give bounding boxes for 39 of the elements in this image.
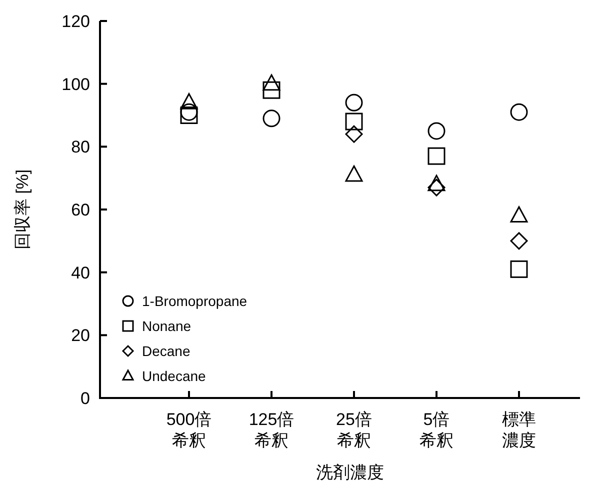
point xyxy=(345,94,363,112)
x-tick-label: 標準濃度 xyxy=(502,410,536,450)
y-tick-label: 80 xyxy=(71,138,90,157)
point xyxy=(428,174,446,192)
x-tick-label: 25倍希釈 xyxy=(336,410,372,450)
point xyxy=(262,110,280,128)
point xyxy=(510,103,528,121)
y-tick-label: 20 xyxy=(71,326,90,346)
x-axis-title: 洗剤濃度 xyxy=(316,463,384,482)
y-axis-title: 回収率 [%] xyxy=(13,169,32,250)
y-tick-label: 40 xyxy=(71,263,90,282)
point xyxy=(180,103,198,121)
point xyxy=(428,122,446,140)
y-tick-label: 120 xyxy=(62,12,90,31)
y-tick-label: 60 xyxy=(71,200,90,220)
x-tick-label: 5倍希釈 xyxy=(420,410,454,450)
x-tick-label: 125倍希釈 xyxy=(248,410,294,450)
legend-label: Decane xyxy=(142,343,190,359)
legend-label: Undecane xyxy=(142,368,206,384)
legend-label: Nonane xyxy=(142,318,192,334)
point xyxy=(180,93,198,110)
point xyxy=(180,106,198,124)
point xyxy=(510,232,528,250)
legend-item: Undecane xyxy=(122,368,206,384)
x-tick-label: 500倍希釈 xyxy=(166,410,212,450)
legend-item: Decane xyxy=(122,343,190,359)
point xyxy=(428,147,446,165)
legend-item: 1-Bromopropane xyxy=(122,293,248,309)
point xyxy=(262,74,280,91)
y-tick-label: 100 xyxy=(62,74,90,94)
point xyxy=(510,260,528,278)
y-tick-label: 0 xyxy=(80,389,90,408)
legend-item: Nonane xyxy=(122,318,192,334)
point xyxy=(345,165,363,182)
point xyxy=(345,112,363,130)
legend-label: 1-Bromopropane xyxy=(142,293,248,309)
point xyxy=(262,81,280,99)
point xyxy=(510,206,528,223)
point xyxy=(345,125,363,143)
